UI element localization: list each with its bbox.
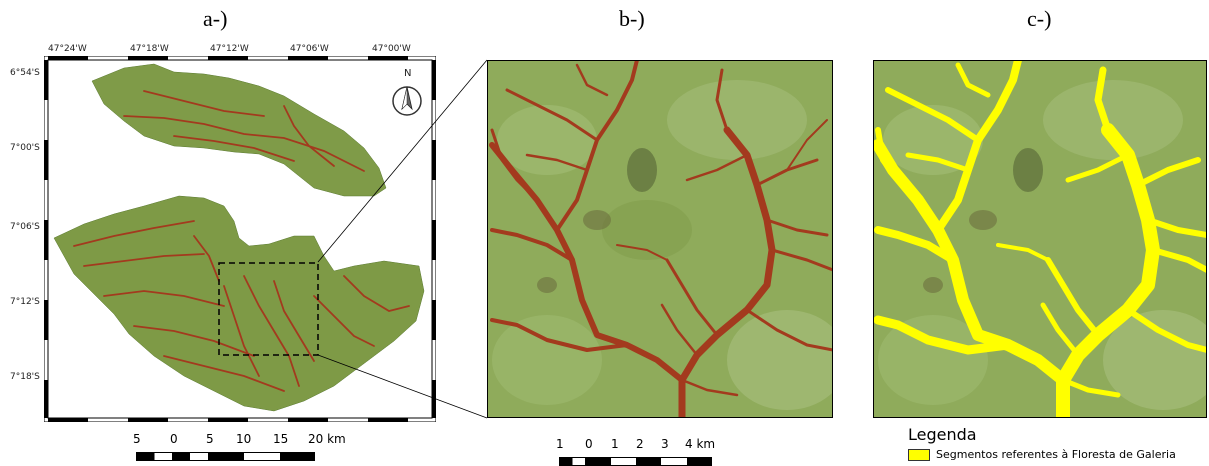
panel-label-a: a-) [203,6,228,31]
lat-tick-1: 6°54'S [10,68,40,78]
lat-tick-2: 7°00'S [10,143,40,153]
panel-label-b: b-) [619,6,645,31]
legend-item-label: Segmentos referentes à Floresta de Galer… [936,448,1176,461]
detail-map-image [487,60,833,418]
lon-tick-2: 47°18'W [130,44,169,54]
lat-tick-4: 7°12'S [10,297,40,307]
drainage-network-b [489,60,833,418]
scale-a-label-1: 5 [133,432,141,446]
scale-a-label-3: 5 [206,432,214,446]
scale-b-label-6: 4 km [685,437,716,451]
scale-a-label-4: 10 [236,432,252,446]
region-south [53,195,425,412]
legend-swatch-yellow [908,448,930,461]
scale-bar-a [136,452,315,461]
north-arrow-icon [392,86,422,116]
scale-b-label-3: 1 [611,437,619,451]
panel-label-c: c-) [1027,6,1052,31]
north-label: N [404,68,412,79]
overview-map [44,56,436,422]
legend-title: Legenda [908,425,977,444]
scale-bar-b [559,457,712,466]
scale-b-label-4: 2 [636,437,644,451]
lon-tick-3: 47°12'W [210,44,249,54]
gallery-forest-segments [873,60,1207,418]
lon-tick-1: 47°24'W [48,44,87,54]
legend-item: Segmentos referentes à Floresta de Galer… [908,448,1176,461]
frame-border-ticks [44,56,436,422]
inset-box [218,262,319,356]
scale-b-label-2: 0 [585,437,593,451]
classified-map-image [873,60,1207,418]
scale-a-label-2: 0 [170,432,178,446]
lon-tick-5: 47°00'W [372,44,411,54]
lat-tick-3: 7°06'S [10,222,40,232]
scale-a-label-6: 20 km [308,432,346,446]
scale-b-label-1: 1 [556,437,564,451]
lon-tick-4: 47°06'W [290,44,329,54]
lat-tick-5: 7°18'S [10,372,40,382]
scale-b-label-5: 3 [661,437,669,451]
drainage-network [73,90,410,392]
scale-a-label-5: 15 [273,432,289,446]
